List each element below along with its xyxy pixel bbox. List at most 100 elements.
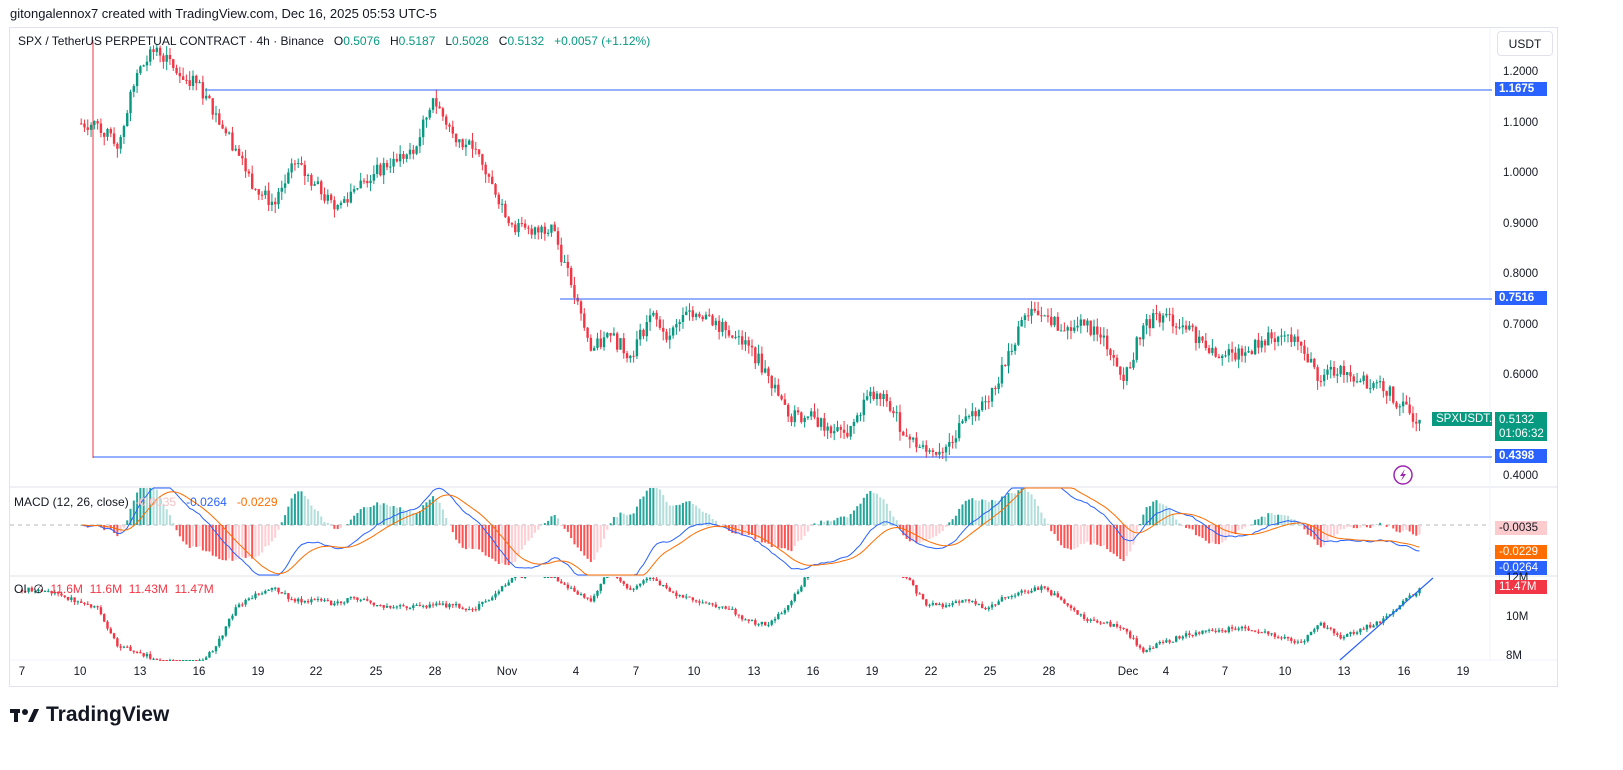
- price-tick: 0.4000: [1503, 470, 1539, 482]
- last-price-tag: 0.5132 01:06:32: [1495, 412, 1547, 441]
- macd-hist-bar: [905, 525, 908, 539]
- macd-hist-bar: [1069, 525, 1072, 550]
- price-tick: 1.1000: [1503, 117, 1539, 129]
- candle-body: [464, 144, 468, 148]
- oi-title[interactable]: OI: [14, 582, 27, 596]
- oi-candle-body: [800, 586, 803, 592]
- oi-candle-body: [211, 651, 214, 653]
- candle-body: [392, 158, 395, 167]
- oi-candle-body: [1151, 647, 1155, 649]
- macd-hist-bar: [704, 512, 707, 525]
- macd-hist-bar: [922, 525, 925, 542]
- candle-body: [1375, 382, 1378, 384]
- macd-hist-bar: [1273, 514, 1276, 525]
- oi-candle-body: [24, 591, 27, 593]
- candle-body: [994, 387, 997, 390]
- macd-hist-bar: [1119, 525, 1122, 560]
- candle-body: [829, 426, 833, 434]
- oi-candle-body: [468, 609, 471, 611]
- macd-hist-bar: [504, 525, 507, 565]
- macd-hist-bar: [178, 525, 181, 537]
- macd-title[interactable]: MACD (12, 26, close): [14, 495, 129, 509]
- oi-candle-body: [214, 646, 218, 652]
- oi-candle-body: [1178, 636, 1181, 639]
- symbol-legend: SPX / TetherUS PERPETUAL CONTRACT · 4h ·…: [18, 34, 650, 48]
- macd-hist-bar: [1076, 525, 1079, 548]
- oi-candle-body: [1207, 629, 1211, 631]
- oi-candle-body: [957, 601, 961, 603]
- oi-candle-body: [132, 650, 136, 652]
- candle-body: [724, 321, 727, 331]
- macd-hist-bar: [875, 493, 878, 525]
- candle-body: [757, 353, 760, 364]
- macd-hist-bar: [333, 525, 336, 529]
- candle-body: [119, 136, 122, 149]
- macd-hist-bar: [849, 513, 852, 525]
- macd-hist-bar: [1306, 525, 1309, 535]
- candle-body: [1115, 357, 1119, 367]
- currency-button[interactable]: USDT: [1497, 31, 1553, 56]
- candle-body: [760, 353, 764, 373]
- candle-body: [116, 143, 119, 149]
- oi-candle-body: [43, 591, 47, 593]
- candle-body: [550, 224, 553, 233]
- macd-hist-bar: [1405, 525, 1408, 530]
- candle-body: [898, 412, 902, 432]
- macd-hist-bar: [1102, 525, 1105, 546]
- oi-candle-body: [908, 578, 912, 581]
- oi-candle-body: [678, 595, 681, 597]
- symbol-title[interactable]: SPX / TetherUS PERPETUAL CONTRACT · 4h ·…: [18, 34, 324, 48]
- macd-hist-bar: [208, 525, 211, 552]
- macd-hist-bar: [852, 510, 855, 525]
- candle-body: [592, 347, 596, 351]
- candle-body: [1339, 365, 1342, 375]
- macd-hist-bar: [593, 525, 596, 560]
- macd-hist-bar: [303, 495, 306, 525]
- macd-hist-bar: [1254, 519, 1257, 525]
- macd-hist-bar: [1185, 525, 1188, 529]
- macd-hist-bar: [497, 525, 500, 564]
- candle-body: [181, 76, 185, 80]
- oi-candle-body: [237, 604, 241, 608]
- candle-body: [1326, 369, 1329, 375]
- macd-hist-bar: [1267, 513, 1270, 525]
- oi-candle-body: [389, 606, 392, 608]
- oi-candle-body: [191, 660, 195, 661]
- tradingview-logo-icon: [10, 709, 39, 722]
- candle-body: [645, 322, 648, 337]
- candle-body: [622, 338, 625, 354]
- oi-candle-body: [181, 660, 185, 661]
- candle-body: [257, 189, 260, 195]
- candle-body: [198, 82, 201, 84]
- candle-body: [109, 129, 112, 134]
- signal-line: [81, 487, 1420, 576]
- macd-hist-bar: [520, 525, 523, 550]
- oi-candle-body: [1105, 621, 1109, 623]
- macd-hist-bar: [1385, 525, 1388, 527]
- macd-hist-bar: [1139, 524, 1142, 525]
- candle-body: [1237, 348, 1240, 360]
- oi-candle-body: [1050, 590, 1053, 596]
- oi-candle-body: [20, 589, 24, 592]
- macd-hist-bar: [1112, 525, 1115, 554]
- candle-body: [1319, 380, 1323, 382]
- lightning-icon[interactable]: [1393, 465, 1413, 485]
- oi-candle-body: [747, 619, 750, 621]
- candle-body: [688, 310, 691, 312]
- candle-body: [484, 164, 487, 175]
- macd-hist-bar: [1408, 525, 1411, 532]
- candle-body: [152, 49, 155, 53]
- candle-body: [1411, 413, 1415, 422]
- candle-body: [379, 164, 382, 176]
- oi-candle-body: [984, 608, 987, 610]
- candle-body: [727, 330, 731, 336]
- macd-hist-bar: [902, 525, 905, 536]
- oi-candle-body: [487, 600, 491, 602]
- candle-body: [1230, 349, 1234, 353]
- oi-candle-body: [1247, 628, 1250, 631]
- oi-candle-body: [63, 595, 66, 597]
- oi-candle-body: [1352, 632, 1355, 634]
- oi-candle-body: [734, 608, 737, 615]
- oi-candle-body: [83, 602, 86, 604]
